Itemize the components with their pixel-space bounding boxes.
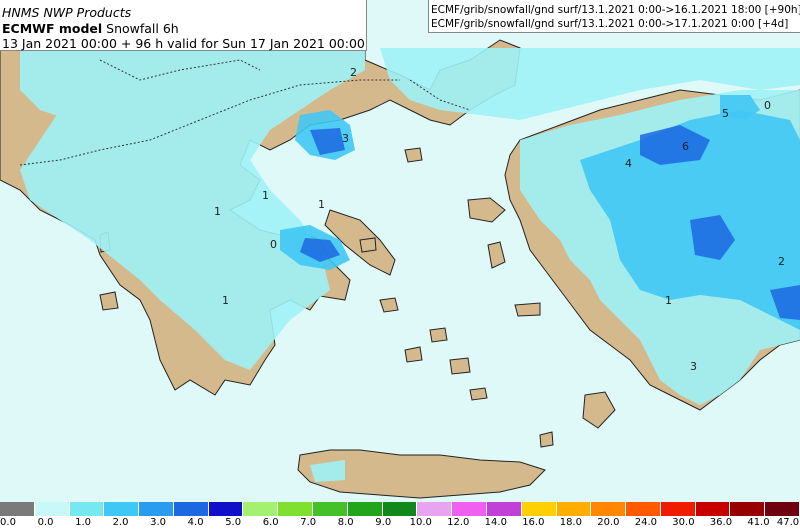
contour-label: 2 — [350, 66, 357, 79]
legend-label: 3.0 — [150, 517, 167, 528]
snow-area-heavy — [640, 125, 710, 165]
legend-swatch — [452, 502, 487, 516]
legend-label: 8.0 — [337, 517, 354, 528]
land-island — [359, 237, 377, 253]
run-info-box: ECMF/grib/snowfall/gnd surf/13.1.2021 0:… — [428, 0, 800, 33]
legend-label: 14.0 — [484, 517, 507, 528]
valid-time: 13 Jan 2021 00:00 + 96 h valid for Sun 1… — [2, 36, 365, 51]
contour-label: 1 — [262, 189, 269, 202]
contour-label: 4 — [625, 157, 632, 170]
contour-label: 6 — [682, 140, 689, 153]
contour-label: 0 — [764, 99, 771, 112]
legend-label: 0.0 — [0, 517, 16, 528]
contour-label: 1 — [222, 294, 229, 307]
legend-label: 0.0 — [37, 517, 54, 528]
country-borders — [19, 59, 471, 166]
land-samos — [514, 302, 541, 317]
legend-label: 4.0 — [187, 517, 204, 528]
legend-swatch — [521, 502, 557, 516]
legend-swatch — [486, 502, 522, 516]
contour-label: 3 — [342, 132, 349, 145]
run-info-line: ECMF/grib/snowfall/gnd surf/13.1.2021 0:… — [431, 18, 789, 30]
contour-label: 3 — [690, 360, 697, 373]
legend-swatch — [104, 502, 140, 516]
legend-label: 7.0 — [300, 517, 317, 528]
land-island — [469, 387, 488, 401]
legend-label: 18.0 — [559, 517, 582, 528]
legend-swatch — [34, 502, 70, 516]
legend-label: 30.0 — [672, 517, 695, 528]
contour-label: 1 — [665, 294, 672, 307]
organization-name: HNMS NWP Products — [2, 5, 132, 20]
run-info-line: ECMF/grib/snowfall/gnd surf/13.1.2021 0:… — [431, 4, 800, 16]
legend-label: 6.0 — [262, 517, 279, 528]
legend-swatch — [695, 502, 731, 516]
legend-swatch — [347, 502, 383, 516]
legend-label: 9.0 — [375, 517, 392, 528]
legend-swatch — [626, 502, 661, 516]
snow-area-heavy — [690, 215, 735, 260]
snowfall-map: 2 3 5 0 6 4 1 1 1 0 1 2 1 3 — [0, 39, 800, 499]
snow-area-heavy — [770, 285, 800, 320]
legend-label: 36.0 — [709, 517, 733, 528]
legend-swatch — [660, 502, 696, 516]
snow-area-heavy — [300, 238, 340, 262]
legend-label: 10.0 — [409, 517, 432, 528]
legend-label: 47.0 — [776, 517, 800, 528]
legend-label: 20.0 — [597, 517, 620, 528]
legend-swatch — [417, 502, 453, 516]
legend-swatch — [278, 502, 314, 516]
legend-label: 12.0 — [447, 517, 470, 528]
model-name: ECMWF model — [2, 21, 103, 36]
land-island — [99, 291, 119, 311]
legend-swatch — [0, 502, 35, 516]
land-rhodes — [582, 391, 616, 429]
land-island — [539, 431, 554, 448]
legend-label: 1.0 — [75, 517, 91, 528]
contour-label: 0 — [270, 238, 277, 251]
contour-label: 1 — [318, 198, 325, 211]
legend-swatch — [313, 502, 348, 516]
legend-label: 24.0 — [634, 517, 658, 528]
legend-swatch — [730, 502, 766, 516]
land-island — [404, 147, 423, 163]
legend-swatch — [139, 502, 174, 516]
land-lesvos — [467, 197, 506, 223]
legend-swatch — [591, 502, 627, 516]
legend-swatch — [243, 502, 279, 516]
snowfall-shading — [20, 48, 800, 482]
contour-label: 2 — [778, 255, 785, 268]
legend-swatch — [69, 502, 105, 516]
product-name: Snowfall 6h — [106, 21, 179, 36]
land-crete — [297, 449, 546, 499]
legend-swatch — [173, 502, 209, 516]
legend-label: 2.0 — [112, 517, 129, 528]
product-header: HNMS NWP Products ECMWF model Snowfall 6… — [0, 0, 367, 51]
land-island — [449, 357, 471, 375]
snow-area-light — [380, 48, 800, 120]
contour-label: 5 — [722, 107, 729, 120]
land-island — [379, 297, 399, 313]
legend-swatch — [556, 502, 592, 516]
legend-swatch — [382, 502, 418, 516]
legend-label: 16.0 — [522, 517, 545, 528]
contour-label: 1 — [214, 205, 221, 218]
legend-swatch — [208, 502, 244, 516]
legend-label: 41.0 — [747, 517, 770, 528]
model-title: ECMWF model Snowfall 6h — [2, 21, 179, 36]
snow-area-heavy — [310, 128, 345, 155]
color-legend: 0.0 0.0 1.0 2.0 3.0 4.0 5.0 6.0 7.0 8.0 9.0 10.0 12.… — [0, 502, 800, 530]
contour-labels: 2 3 5 0 6 4 1 1 1 0 1 2 1 3 — [214, 66, 785, 373]
snow-area-mid — [720, 95, 760, 120]
land-island — [429, 327, 448, 343]
legend-swatch — [765, 502, 800, 516]
legend-label: 5.0 — [225, 517, 242, 528]
snow-area-light — [20, 48, 365, 370]
land-chios — [487, 241, 506, 269]
land-island — [404, 346, 423, 363]
snow-area-light — [310, 460, 345, 482]
